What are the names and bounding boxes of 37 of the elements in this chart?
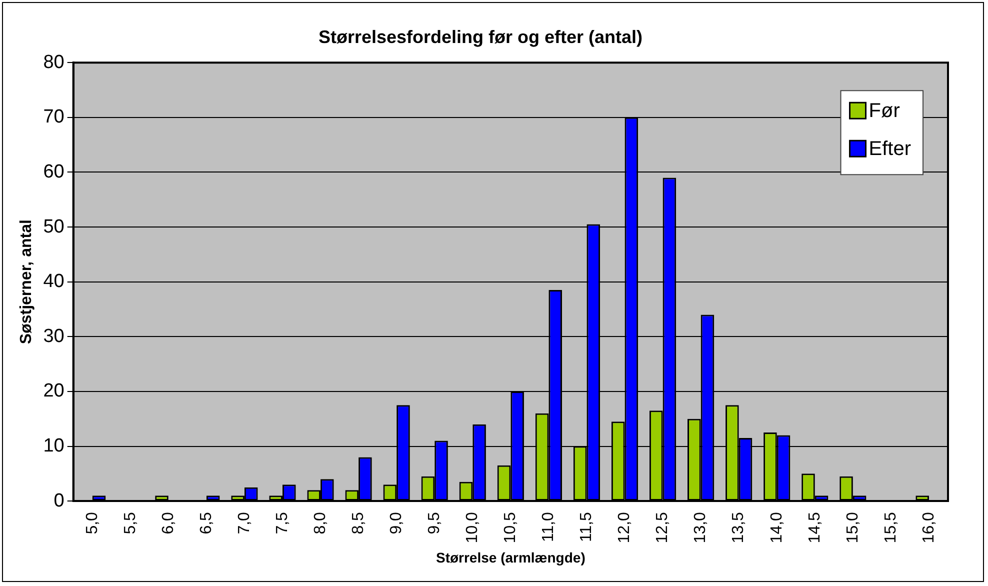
- y-tick-label: 60: [43, 161, 64, 182]
- x-tick-label: 8,0: [312, 512, 329, 534]
- y-tick-label: 80: [43, 52, 64, 73]
- y-axis-title: Søstjerner, antal: [18, 220, 36, 344]
- y-tick-label: 50: [43, 216, 64, 238]
- x-tick-label: 10,5: [502, 512, 520, 544]
- y-tick-label: 10: [43, 435, 64, 456]
- x-tick-label: 16,0: [920, 512, 938, 544]
- y-tick-label: 0: [54, 490, 64, 512]
- x-tick-label: 6,0: [160, 512, 177, 534]
- x-tick-label: 9,0: [388, 512, 405, 534]
- x-tick-label: 15,5: [882, 512, 900, 544]
- x-tick-label: 7,0: [236, 512, 253, 534]
- x-tick-label: 14,0: [768, 512, 786, 544]
- legend-label: Før: [868, 100, 900, 122]
- x-tick-label: 5,0: [84, 512, 101, 534]
- x-tick-label: 9,5: [426, 512, 444, 534]
- x-tick-label: 6,5: [198, 512, 215, 534]
- y-tick-label: 20: [43, 380, 64, 402]
- x-tick-label: 8,5: [350, 512, 367, 534]
- y-tick-label: 70: [43, 106, 64, 128]
- x-tick-label: 13,5: [730, 512, 748, 544]
- x-tick-label: 12,5: [654, 512, 672, 544]
- x-tick-label: 14,5: [806, 512, 824, 544]
- x-tick-label: 10,0: [464, 512, 482, 544]
- x-tick-label: 15,0: [844, 512, 862, 544]
- chart-title: Størrelsesfordeling før og efter (antal): [318, 26, 643, 47]
- x-tick-label: 13,0: [692, 512, 710, 544]
- y-tick-label: 30: [43, 326, 64, 347]
- x-tick-label: 7,5: [274, 512, 291, 534]
- legend-label: Efter: [868, 138, 912, 160]
- x-tick-label: 12,0: [616, 512, 634, 544]
- x-tick-label: 11,5: [578, 512, 596, 542]
- y-tick-label: 40: [43, 271, 64, 292]
- x-tick-label: 11,0: [540, 512, 558, 542]
- x-tick-label: 5,5: [122, 512, 139, 534]
- x-axis-title: Størrelse (armlængde): [436, 549, 586, 566]
